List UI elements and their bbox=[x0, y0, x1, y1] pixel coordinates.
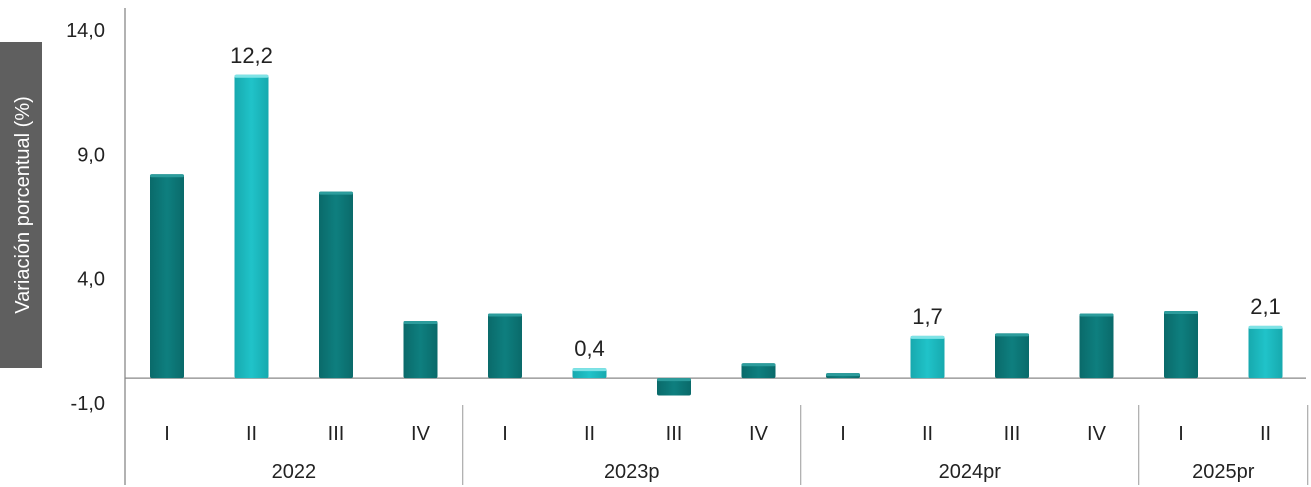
bar-cap bbox=[657, 378, 691, 382]
bar-cap bbox=[319, 191, 353, 195]
bar-cap bbox=[488, 313, 522, 317]
year-labels: 2022 2023p 2024pr 2025pr bbox=[272, 461, 1255, 483]
bar bbox=[403, 320, 438, 379]
y-axis-label: Variación porcentual (%) bbox=[0, 42, 42, 368]
y-tick-label: 9,0 bbox=[77, 144, 105, 166]
x-category-label: IV bbox=[749, 423, 769, 445]
data-label: 2,1 bbox=[1250, 294, 1281, 319]
bar bbox=[1248, 325, 1283, 379]
bar-cap bbox=[741, 363, 776, 367]
bars bbox=[150, 74, 1283, 396]
y-tick-label: 4,0 bbox=[77, 269, 105, 291]
year-label: 2025pr bbox=[1192, 461, 1255, 483]
data-label: 12,2 bbox=[230, 43, 273, 68]
x-category-labels: I II III IV I II III IV I II III IV I II bbox=[164, 423, 1271, 445]
x-category-label: III bbox=[1004, 423, 1021, 445]
bar bbox=[234, 74, 269, 379]
group-separators bbox=[462, 405, 1309, 485]
x-category-label: III bbox=[328, 423, 345, 445]
y-axis-label-box bbox=[0, 42, 42, 368]
bar-cap bbox=[1079, 313, 1114, 317]
x-category-label: IV bbox=[411, 423, 431, 445]
x-category-label: I bbox=[502, 423, 508, 445]
x-category-label: II bbox=[1260, 423, 1271, 445]
year-label: 2024pr bbox=[939, 461, 1002, 483]
bar-cap bbox=[995, 333, 1029, 337]
bar-cap bbox=[572, 368, 607, 372]
y-ticks: 14,0 9,0 4,0 -1,0 bbox=[66, 20, 105, 415]
bar bbox=[657, 378, 691, 396]
bar-cap bbox=[1248, 325, 1283, 329]
y-tick-label: 14,0 bbox=[66, 20, 105, 42]
bar bbox=[150, 174, 184, 379]
x-category-label: III bbox=[666, 423, 683, 445]
bar-cap bbox=[1164, 310, 1198, 314]
x-category-label: II bbox=[922, 423, 933, 445]
bar bbox=[1164, 310, 1198, 379]
data-label: 1,7 bbox=[912, 304, 943, 329]
x-category-label: I bbox=[164, 423, 170, 445]
bar bbox=[1079, 313, 1114, 379]
data-label: 0,4 bbox=[574, 336, 605, 361]
year-label: 2022 bbox=[272, 461, 317, 483]
data-labels: 12,2 0,4 1,7 2,1 bbox=[230, 43, 1281, 361]
bar bbox=[741, 363, 776, 379]
x-category-label: II bbox=[246, 423, 257, 445]
y-tick-label: -1,0 bbox=[71, 393, 105, 415]
year-label: 2023p bbox=[604, 461, 660, 483]
bar bbox=[910, 335, 945, 379]
bar bbox=[995, 333, 1029, 379]
bar bbox=[319, 191, 353, 379]
bar-cap bbox=[150, 174, 184, 178]
bar-cap bbox=[910, 335, 945, 339]
bar-cap bbox=[234, 74, 269, 78]
x-category-label: II bbox=[584, 423, 595, 445]
x-category-label: IV bbox=[1087, 423, 1107, 445]
bar bbox=[488, 313, 522, 379]
x-category-label: I bbox=[840, 423, 846, 445]
bar-cap bbox=[403, 320, 438, 324]
bar-cap bbox=[826, 373, 860, 377]
x-category-label: I bbox=[1178, 423, 1184, 445]
y-axis-label-text: Variación porcentual (%) bbox=[12, 96, 34, 314]
